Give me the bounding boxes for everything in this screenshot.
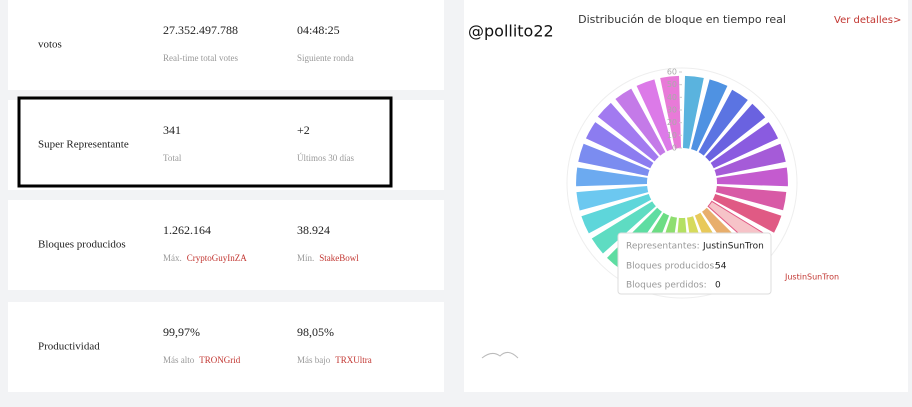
stat-value: 1.262.164 — [163, 223, 211, 237]
card — [8, 302, 444, 392]
bar — [716, 167, 788, 187]
bar — [581, 193, 652, 234]
bar — [705, 103, 766, 162]
axis-tick-label: 60 — [667, 68, 677, 77]
axis-tick-label: 30 — [667, 106, 677, 115]
bar — [712, 193, 782, 233]
bar — [710, 122, 779, 169]
card-label: Bloques producidos — [38, 239, 126, 251]
tooltip-label: Representantes: — [626, 242, 700, 252]
user-name: @pollito22 — [468, 22, 554, 41]
stat-caption: Mín. — [297, 253, 314, 263]
card — [8, 200, 444, 290]
bar — [576, 186, 649, 211]
zoom-icon[interactable] — [481, 352, 519, 359]
stat-value: +2 — [297, 123, 310, 137]
tooltip-label: Bloques producidos: — [626, 262, 717, 272]
stat-caption: Máx. — [163, 253, 182, 263]
card — [8, 0, 444, 90]
stat-caption: Total — [163, 153, 182, 163]
bar — [615, 88, 666, 156]
bar — [698, 89, 748, 156]
axis-tick-label: 20 — [667, 118, 677, 127]
bar — [636, 79, 673, 152]
tooltip — [617, 232, 772, 295]
card — [8, 100, 444, 190]
axis-tick-label: 50 — [667, 80, 677, 89]
bar-label: JustinSunTron — [784, 273, 839, 282]
stat-value: 27.352.497.788 — [163, 23, 238, 37]
bar — [715, 186, 787, 211]
stat-value: 98,05% — [297, 325, 334, 339]
stat-link[interactable]: TRONGrid — [199, 355, 240, 365]
center-hole — [649, 150, 715, 216]
bar — [591, 201, 656, 254]
stat-value: 99,97% — [163, 325, 200, 339]
chart-title: Distribución de bloque en tiempo real — [578, 13, 786, 26]
card-label: votos — [38, 39, 62, 51]
bar — [660, 75, 682, 149]
card-label: Super Representante — [38, 139, 129, 151]
highlight-box — [17, 96, 393, 188]
axis-tick-label: 40 — [667, 93, 677, 102]
stat-link[interactable]: TRXUltra — [335, 355, 372, 365]
bar — [682, 75, 704, 149]
stat-value: 341 — [163, 123, 181, 137]
axis-tick-label: 0 — [672, 144, 677, 153]
bar — [578, 143, 650, 176]
bar — [714, 143, 786, 176]
stat-caption: Últimos 30 días — [297, 153, 354, 163]
tooltip-label: Bloques perdidos: — [626, 281, 707, 291]
outer-ring — [566, 67, 798, 299]
card-label: Productividad — [38, 341, 100, 353]
stat-caption: Real-time total votes — [163, 53, 238, 63]
stat-link[interactable]: CryptoGuyInZA — [187, 253, 247, 263]
stat-link[interactable]: StakeBowl — [319, 253, 359, 263]
bar — [576, 167, 648, 187]
stat-caption: Siguiente ronda — [297, 53, 354, 63]
tooltip-value: 0 — [715, 281, 721, 291]
stat-value: 38.924 — [297, 223, 330, 237]
axis-tick-label: 10 — [667, 131, 677, 140]
stat-value: 04:48:25 — [297, 23, 340, 37]
details-link[interactable]: Ver detalles> — [834, 15, 901, 26]
tooltip-value: JustinSunTron — [702, 242, 764, 252]
bar — [585, 122, 654, 169]
bar — [597, 102, 659, 162]
stat-caption: Más alto — [163, 355, 195, 365]
bar — [691, 79, 728, 152]
tooltip-value: 54 — [715, 262, 727, 272]
stat-caption: Más bajo — [297, 355, 331, 365]
